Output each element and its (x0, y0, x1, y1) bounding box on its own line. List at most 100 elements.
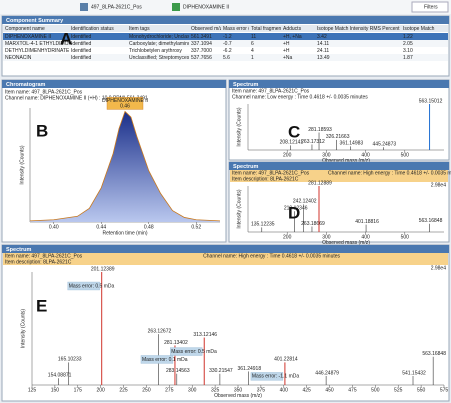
table-cell: +H (283, 41, 290, 47)
peak-label: 263.12672 (148, 328, 172, 334)
mass-error-box (67, 281, 100, 291)
filters-label[interactable]: Filters (424, 4, 438, 10)
item-name: Item name: 497_8LPA-2621C_Pos (5, 89, 83, 95)
table-cell: Carboxylate; dimethylamino (129, 41, 191, 47)
x-tick-label: 300 (188, 387, 197, 393)
peak-label: 263.18669 (301, 221, 325, 227)
table-cell: 3.10 (403, 48, 413, 54)
table-cell: +H, +Na (283, 34, 302, 40)
x-tick-label: 250 (142, 387, 151, 393)
x-tick-label: 0.52 (191, 224, 201, 230)
mass-error-label: Mass error: -1.1 mDa (252, 374, 299, 380)
panel-header (229, 80, 449, 88)
x-tick-label: 225 (119, 387, 128, 393)
table-cell: Unclassified; Streptomyces Nation (129, 55, 205, 61)
item-name: Item name: 497_8LPA-2621C_Pos (232, 170, 310, 176)
channel-name: Channel name: Low energy : Time 0.4618 +… (232, 94, 368, 100)
x-tick-label: 200 (96, 387, 105, 393)
x-tick-label: 300 (322, 234, 331, 240)
table-cell: Identified (71, 41, 92, 47)
peak-label: 165.10233 (58, 357, 82, 363)
table-cell: 561.3491 (191, 34, 212, 40)
table-row[interactable] (3, 33, 448, 40)
spectrum-header (3, 253, 448, 265)
panel-header (2, 80, 226, 88)
table-cell: DETHYLDIMENHYDRINATE (5, 48, 70, 54)
peak-label: 154.08871 (48, 373, 72, 379)
item-description: Item description: 8LPA-2621C (232, 176, 299, 182)
column-header: Identification status (71, 26, 114, 32)
x-tick-label: 200 (283, 152, 292, 158)
y-axis-label: Intensity (Counts) (19, 145, 25, 185)
channel-name: Channel name: High energy : Time 0.4618 … (203, 253, 340, 259)
filters-button[interactable] (411, 1, 449, 13)
column-header: Adducts (283, 26, 302, 32)
mass-error-box (250, 372, 284, 381)
column-header: Mass error (mDa) (223, 26, 263, 32)
column-header: Isotope Match Intensity RMS Percent (317, 26, 400, 32)
table-cell: -6.2 (223, 48, 232, 54)
peak-label: 361.24918 (237, 366, 261, 372)
peak-label: 401.22814 (274, 357, 298, 363)
peak-label: 445.24873 (373, 142, 397, 148)
peak-label: 281.12889 (308, 180, 332, 186)
x-tick-label: 375 (257, 387, 266, 393)
table-cell: 4 (251, 48, 254, 54)
x-tick-label: 450 (325, 387, 334, 393)
x-tick-label: 350 (234, 387, 243, 393)
component-name: DIPHENOXAMINE II (183, 4, 229, 10)
table-cell: Identified (71, 55, 92, 61)
x-tick-label: 125 (28, 387, 37, 393)
table-cell: 1.22 (403, 34, 413, 40)
peak-label: 563.16848 (422, 351, 446, 357)
table-cell: -1.2 (223, 34, 232, 40)
x-tick-label: 300 (322, 152, 331, 158)
peak-label: 330.21547 (209, 368, 233, 374)
peak-label: 446.24879 (315, 370, 339, 376)
panel-marker: B (36, 121, 48, 140)
column-header: Item tags (129, 26, 150, 32)
mass-error-label: Mass error: 0.5 mDa (69, 283, 115, 289)
x-tick-label: 275 (165, 387, 174, 393)
column-header: Component name (5, 26, 45, 32)
peak-label: 135.12235 (251, 222, 275, 228)
table-cell: 14.11 (317, 41, 329, 47)
table-row[interactable] (3, 54, 448, 61)
x-tick-label: 175 (74, 387, 83, 393)
table-row[interactable] (3, 47, 448, 54)
peak-label: 401.18816 (355, 219, 379, 225)
x-tick-label: 550 (417, 387, 426, 393)
chromatogram-line (29, 110, 221, 222)
channel-name: Channel name: DIPHENOXAMINE II (+H) : 10… (5, 95, 148, 101)
table-cell: NEONACIN (5, 55, 32, 61)
peak-tag-time: 0.46 (120, 104, 130, 110)
table-cell: 2.05 (403, 41, 413, 47)
mass-error-box (170, 347, 203, 356)
x-tick-label: 425 (302, 387, 311, 393)
peak-label: 263.17312 (301, 139, 325, 145)
x-tick-label: 400 (361, 152, 370, 158)
table-cell: 24.11 (317, 48, 329, 54)
table-cell: 1 (251, 55, 254, 61)
panel-title: Chromatogram (6, 82, 46, 88)
peak-area (30, 111, 220, 222)
table-cell: Identified (71, 48, 92, 54)
table-header (3, 25, 448, 32)
peak-label: 281.13402 (164, 340, 188, 346)
table-cell: 5.6 (223, 55, 230, 61)
table-row[interactable] (3, 40, 448, 47)
x-tick-label: 525 (394, 387, 403, 393)
table-cell: 337.1094 (191, 41, 212, 47)
x-tick-label: 325 (211, 387, 220, 393)
content: Component Summary Component name Identific… (1, 15, 451, 402)
panel-marker: C (288, 122, 300, 141)
peak-label: 283.14563 (166, 368, 190, 374)
column-header: Total fragments found (251, 26, 299, 32)
item-description: Item description: 8LPA-2621C (5, 259, 72, 265)
panel (1, 244, 450, 402)
x-tick-label: 0.44 (96, 224, 106, 230)
table-cell: 3.42 (317, 34, 327, 40)
item-name: Item name: 497_8LPA-2621C_Pos (5, 253, 83, 259)
peak-label: 326.21663 (326, 134, 350, 140)
panel-marker: E (36, 296, 47, 315)
